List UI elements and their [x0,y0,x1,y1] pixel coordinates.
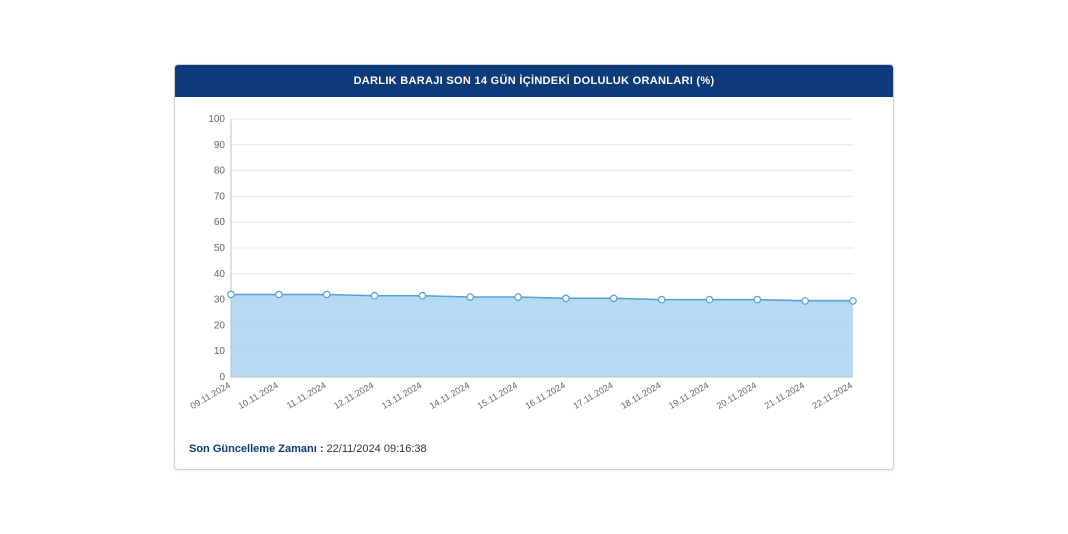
svg-text:18.11.2024: 18.11.2024 [619,380,662,411]
svg-text:11.11.2024: 11.11.2024 [285,380,328,411]
svg-text:22.11.2024: 22.11.2024 [811,380,854,411]
svg-text:50: 50 [214,243,226,254]
last-update-footer: Son Güncelleme Zamanı : 22/11/2024 09:16… [175,437,893,469]
svg-text:14.11.2024: 14.11.2024 [428,380,471,411]
last-update-separator: : [317,443,327,455]
last-update-value: 22/11/2024 09:16:38 [327,443,427,455]
svg-text:16.11.2024: 16.11.2024 [523,380,566,411]
chart-area: 010203040506070809010009.11.202410.11.20… [175,97,893,437]
svg-text:40: 40 [214,269,226,280]
svg-text:15.11.2024: 15.11.2024 [476,380,519,411]
svg-text:21.11.2024: 21.11.2024 [763,380,806,411]
svg-text:10: 10 [214,346,226,357]
svg-text:30: 30 [214,295,226,306]
svg-text:100: 100 [208,114,225,125]
svg-text:60: 60 [214,217,226,228]
svg-text:80: 80 [214,166,226,177]
svg-text:20: 20 [214,320,226,331]
svg-text:12.11.2024: 12.11.2024 [332,380,375,411]
area-chart: 010203040506070809010009.11.202410.11.20… [183,109,863,429]
svg-text:90: 90 [214,140,226,151]
svg-text:20.11.2024: 20.11.2024 [715,380,758,411]
svg-text:13.11.2024: 13.11.2024 [380,380,423,411]
svg-text:10.11.2024: 10.11.2024 [236,380,279,411]
chart-title: DARLIK BARAJI SON 14 GÜN İÇİNDEKİ DOLULU… [175,65,893,97]
svg-text:17.11.2024: 17.11.2024 [571,380,614,411]
svg-text:09.11.2024: 09.11.2024 [189,380,232,411]
last-update-label: Son Güncelleme Zamanı [189,443,317,455]
svg-text:19.11.2024: 19.11.2024 [667,380,710,411]
chart-card: DARLIK BARAJI SON 14 GÜN İÇİNDEKİ DOLULU… [174,64,894,470]
svg-text:70: 70 [214,191,226,202]
